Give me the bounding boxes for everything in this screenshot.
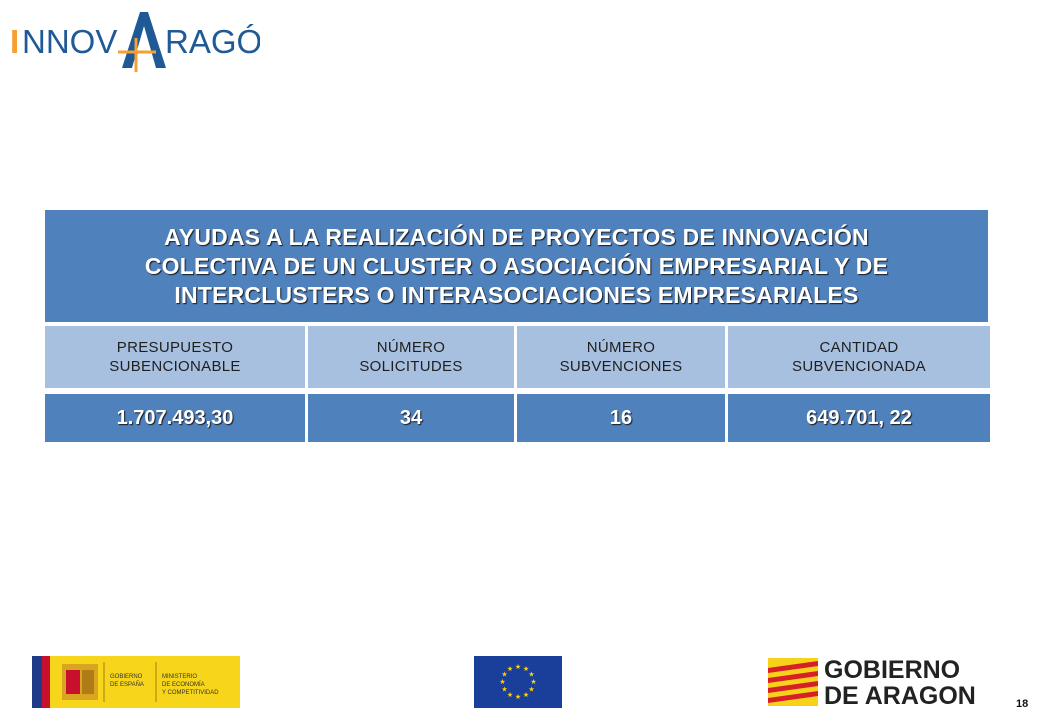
header-subvenciones: NÚMERO SUBVENCIONES	[517, 326, 725, 388]
svg-text:★: ★	[523, 665, 529, 673]
header-cantidad: CANTIDAD SUBVENCIONADA	[728, 326, 990, 388]
svg-text:★: ★	[528, 671, 534, 679]
header-cantidad-line1: CANTIDAD	[819, 339, 899, 356]
table-row: 1.707.493,30 34 16 649.701, 22	[45, 394, 990, 442]
ministerio-logo: GOBIERNO DE ESPAÑA MINISTERIO DE ECONOMÍ…	[32, 656, 240, 708]
value-presupuesto: 1.707.493,30	[45, 394, 305, 442]
svg-text:DE ESPAÑA: DE ESPAÑA	[110, 681, 144, 688]
svg-text:★: ★	[530, 678, 536, 686]
svg-text:★: ★	[501, 686, 507, 694]
innovaragon-logo: I NNOV RAGÓN	[10, 8, 260, 74]
header-presupuesto: PRESUPUESTO SUBENCIONABLE	[45, 326, 305, 388]
svg-text:★: ★	[528, 686, 534, 694]
svg-text:★: ★	[507, 691, 513, 699]
svg-text:★: ★	[499, 678, 505, 686]
title-line-3: INTERCLUSTERS O INTERASOCIACIONES EMPRES…	[174, 281, 859, 308]
header-subvenciones-line2: SUBVENCIONES	[559, 358, 683, 375]
value-subvenciones-text: 16	[609, 406, 633, 429]
header-subvenciones-line1: NÚMERO	[586, 339, 656, 356]
svg-text:NNOV: NNOV	[22, 23, 117, 60]
svg-text:DE ARAGON: DE ARAGON	[824, 682, 976, 710]
svg-text:★: ★	[515, 693, 521, 701]
header-solicitudes-line2: SOLICITUDES	[359, 358, 463, 375]
eu-flag-logo: ★ ★ ★ ★ ★ ★ ★ ★ ★ ★ ★ ★	[474, 656, 562, 708]
svg-text:RAGÓN: RAGÓN	[165, 23, 260, 60]
header-presupuesto-line2: SUBENCIONABLE	[109, 358, 241, 375]
value-presupuesto-text: 1.707.493,30	[116, 406, 234, 429]
svg-text:GOBIERNO: GOBIERNO	[824, 656, 960, 684]
page-number: 18	[1016, 698, 1029, 710]
svg-text:DE ECONOMÍA: DE ECONOMÍA	[162, 681, 205, 688]
value-cantidad: 649.701, 22	[728, 394, 990, 442]
svg-text:★: ★	[523, 691, 529, 699]
header-cantidad-line2: SUBVENCIONADA	[792, 358, 926, 375]
header-solicitudes: NÚMERO SOLICITUDES	[308, 326, 514, 388]
svg-text:★: ★	[515, 663, 521, 671]
value-cantidad-text: 649.701, 22	[806, 406, 912, 429]
table-header-row: PRESUPUESTO SUBENCIONABLE NÚMERO SOLICIT…	[45, 326, 990, 388]
svg-text:MINISTERIO: MINISTERIO	[162, 674, 197, 680]
header-solicitudes-line1: NÚMERO	[376, 339, 446, 356]
value-solicitudes: 34	[308, 394, 514, 442]
gobierno-aragon-logo: GOBIERNO DE ARAGON	[768, 654, 1004, 710]
svg-text:Y COMPETITIVIDAD: Y COMPETITIVIDAD	[162, 690, 219, 696]
title-line-1: AYUDAS A LA REALIZACIÓN DE PROYECTOS DE …	[164, 223, 869, 250]
svg-text:★: ★	[507, 665, 513, 673]
svg-text:★: ★	[501, 671, 507, 679]
title-line-2: COLECTIVA DE UN CLUSTER O ASOCIACIÓN EMP…	[144, 252, 889, 279]
header-presupuesto-line1: PRESUPUESTO	[116, 339, 234, 356]
value-solicitudes-text: 34	[399, 406, 423, 429]
value-subvenciones: 16	[517, 394, 725, 442]
svg-text:GOBIERNO: GOBIERNO	[110, 674, 143, 680]
svg-text:I: I	[10, 23, 19, 60]
title-banner: AYUDAS A LA REALIZACIÓN DE PROYECTOS DE …	[45, 210, 988, 322]
